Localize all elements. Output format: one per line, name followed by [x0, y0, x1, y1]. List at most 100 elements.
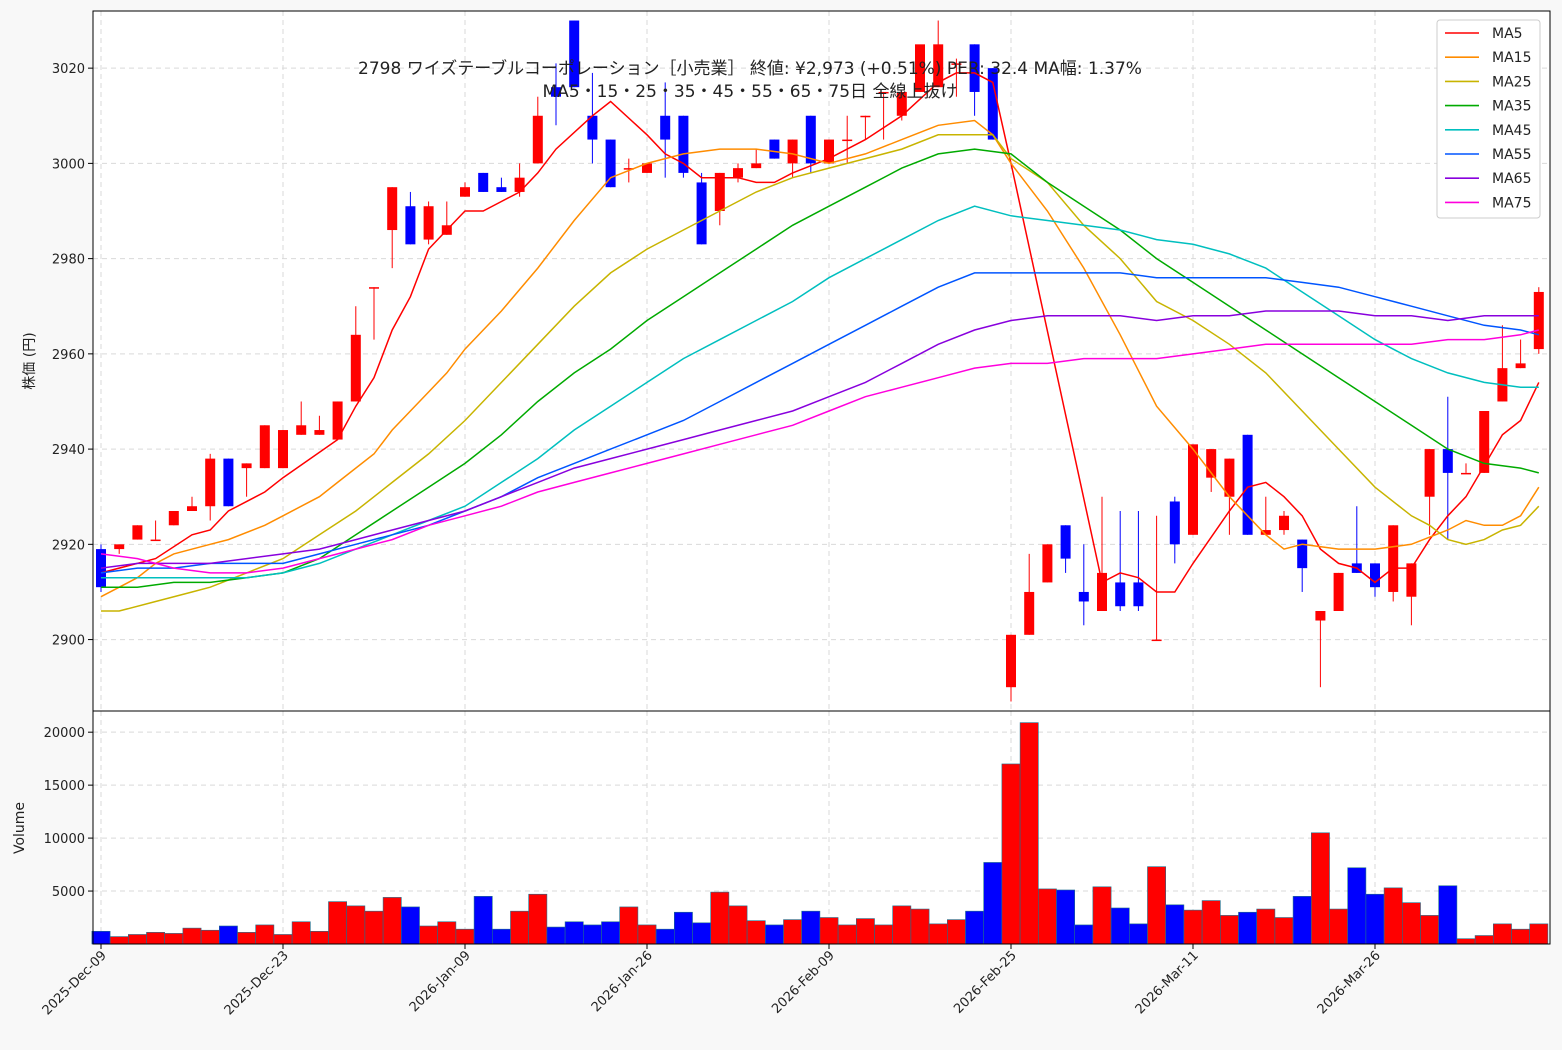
volume-bar: [1001, 763, 1021, 945]
volume-bar: [510, 910, 530, 945]
candle-body: [278, 430, 288, 469]
price-tick-label: 3000: [52, 157, 85, 172]
legend-box: [1436, 19, 1541, 219]
candle-body: [187, 506, 197, 511]
chart-title-line1: 2798 ワイズテーブルコーポレーション［小売業］ 終値: ¥2,973 (+0…: [358, 58, 1142, 79]
candle-body: [933, 44, 944, 88]
volume-bar: [819, 917, 839, 945]
candle-body: [478, 172, 489, 192]
ma-line-ma55: [100, 272, 1539, 574]
ma-line-ma45: [101, 205, 1539, 579]
candle-body: [1406, 563, 1417, 597]
volume-bar: [764, 924, 784, 945]
candle-body: [842, 139, 853, 142]
candle-body: [714, 172, 725, 211]
candle-body: [1115, 582, 1126, 607]
volume-bar: [382, 897, 402, 945]
ma-line-ma5: [100, 72, 1540, 593]
volume-bar: [855, 918, 875, 945]
volume-bar: [673, 911, 693, 945]
volume-bar: [164, 933, 184, 945]
volume-bar: [655, 928, 675, 945]
ma-line-ma75: [100, 329, 1539, 574]
volume-bar: [965, 910, 985, 945]
candle-body: [587, 115, 598, 140]
volume-bar: [1420, 915, 1440, 945]
candle-body: [168, 511, 179, 526]
volume-bar: [1529, 923, 1549, 945]
candle-body: [1188, 444, 1198, 535]
volume-bar: [1329, 908, 1349, 945]
candle-body: [1206, 449, 1217, 478]
candle-body: [915, 44, 925, 92]
volume-bar: [801, 910, 821, 945]
volume-bar: [91, 930, 111, 945]
volume-bar: [892, 905, 912, 945]
volume-bar: [1129, 923, 1148, 945]
volume-bar: [1183, 909, 1203, 945]
candle-body: [569, 20, 580, 88]
candle-body: [1242, 434, 1253, 535]
candle-body: [1461, 472, 1471, 475]
volume-bar: [437, 921, 457, 945]
candle-body: [1479, 411, 1490, 473]
volume-bar: [1365, 893, 1385, 945]
volume-bar: [200, 929, 220, 945]
price-tick-label: 2900: [52, 634, 85, 649]
candle-body: [623, 168, 634, 170]
volume-bar: [1438, 885, 1458, 945]
volume-bar: [1256, 908, 1276, 945]
legend-label-ma35: MA35: [1492, 99, 1531, 115]
volume-bar: [473, 896, 493, 945]
candle-body: [1078, 591, 1089, 602]
volume-bar: [619, 906, 639, 945]
volume-bar: [1238, 911, 1258, 945]
candle-body: [987, 68, 998, 140]
candle-body: [1442, 449, 1453, 473]
volume-tick-label: 5000: [52, 885, 85, 900]
candle-body: [951, 63, 962, 65]
volume-bar: [491, 928, 511, 945]
price-axis-label: 株価 (円): [22, 332, 38, 389]
volume-bar: [455, 928, 475, 945]
candle-body: [969, 44, 980, 92]
legend-label-ma15: MA15: [1492, 50, 1531, 66]
price-tick-label: 3020: [52, 62, 85, 77]
price-tick-label: 2980: [52, 253, 85, 268]
candle-body: [860, 115, 871, 118]
candle-body: [96, 549, 106, 588]
price-tick-label: 2940: [52, 443, 85, 458]
candle-body: [769, 139, 780, 159]
candle-body: [1097, 572, 1107, 611]
volume-bar: [1092, 886, 1112, 945]
candle-body: [514, 177, 525, 192]
candle-body: [1515, 363, 1526, 369]
volume-bar: [946, 919, 966, 945]
price-tick-label: 2920: [52, 538, 85, 553]
volume-bar: [309, 930, 329, 945]
volume-bar: [1274, 917, 1294, 945]
candle-body: [1169, 501, 1180, 545]
volume-bar: [1456, 938, 1476, 945]
moving-average-lines: [100, 72, 1540, 612]
legend-label-ma65: MA65: [1492, 171, 1531, 187]
volume-bar: [1383, 887, 1403, 945]
volume-bar: [1402, 902, 1421, 945]
ma-line-ma65: [100, 310, 1539, 569]
volume-bar: [1474, 935, 1494, 945]
candle-body: [132, 525, 143, 540]
volume-bar: [710, 891, 730, 945]
volume-bar: [837, 924, 857, 945]
volume-bar: [1347, 867, 1367, 945]
volume-bar: [364, 910, 384, 945]
volume-bar: [328, 901, 348, 945]
candle-body: [1370, 563, 1380, 588]
volume-bar: [1074, 924, 1094, 945]
candle-body: [296, 425, 307, 435]
volume-bar: [1201, 900, 1221, 945]
volume-bar: [1056, 889, 1076, 945]
volume-bar: [1019, 722, 1039, 945]
candle-body: [787, 139, 798, 164]
volume-bar: [128, 934, 147, 945]
